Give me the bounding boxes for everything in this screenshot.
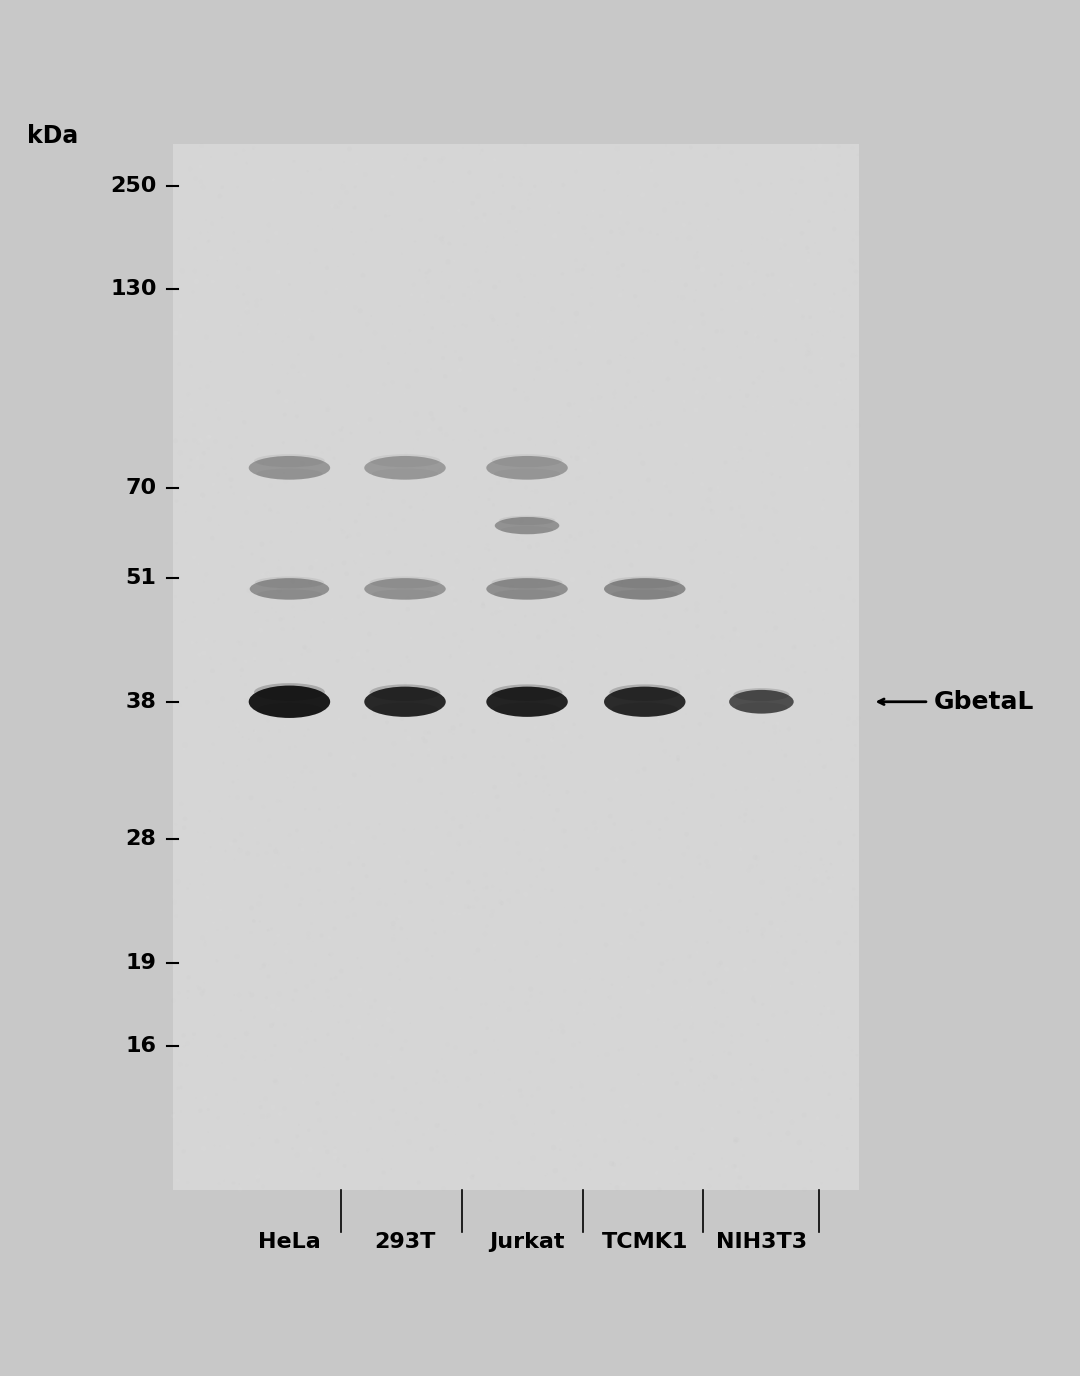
Ellipse shape	[733, 688, 789, 702]
Ellipse shape	[372, 589, 438, 599]
Bar	[173, 144, 859, 1190]
Ellipse shape	[248, 455, 330, 480]
Ellipse shape	[735, 702, 787, 713]
Ellipse shape	[609, 684, 680, 700]
Ellipse shape	[248, 685, 330, 718]
Ellipse shape	[604, 578, 686, 600]
Ellipse shape	[249, 578, 329, 600]
Text: kDa: kDa	[27, 124, 78, 147]
Text: 250: 250	[110, 176, 157, 195]
Ellipse shape	[486, 687, 568, 717]
Ellipse shape	[364, 455, 446, 480]
Ellipse shape	[254, 682, 325, 700]
Ellipse shape	[494, 589, 561, 599]
Text: NIH3T3: NIH3T3	[716, 1232, 807, 1252]
Text: 70: 70	[125, 479, 157, 498]
Ellipse shape	[256, 703, 323, 717]
Ellipse shape	[486, 455, 568, 480]
Ellipse shape	[254, 454, 325, 468]
Ellipse shape	[729, 689, 794, 714]
Ellipse shape	[611, 703, 678, 716]
Text: 19: 19	[125, 954, 157, 973]
Ellipse shape	[501, 526, 553, 534]
Ellipse shape	[491, 684, 563, 700]
Text: 130: 130	[110, 279, 157, 299]
Ellipse shape	[364, 687, 446, 717]
Text: 16: 16	[125, 1036, 157, 1055]
Ellipse shape	[495, 517, 559, 534]
Ellipse shape	[611, 589, 678, 599]
Ellipse shape	[372, 468, 438, 479]
Ellipse shape	[255, 577, 324, 589]
Ellipse shape	[364, 578, 446, 600]
Ellipse shape	[369, 454, 441, 468]
Ellipse shape	[491, 454, 563, 468]
Ellipse shape	[499, 516, 555, 526]
Text: 28: 28	[125, 830, 157, 849]
Ellipse shape	[369, 684, 441, 700]
Ellipse shape	[372, 703, 438, 716]
Text: TCMK1: TCMK1	[602, 1232, 688, 1252]
Ellipse shape	[369, 577, 441, 589]
Text: 51: 51	[125, 568, 157, 588]
Ellipse shape	[256, 468, 323, 479]
Text: 293T: 293T	[375, 1232, 435, 1252]
Ellipse shape	[257, 589, 322, 599]
Ellipse shape	[491, 577, 563, 589]
Ellipse shape	[494, 703, 561, 716]
Ellipse shape	[604, 687, 686, 717]
Text: 38: 38	[125, 692, 157, 711]
Ellipse shape	[486, 578, 568, 600]
Text: Jurkat: Jurkat	[489, 1232, 565, 1252]
Text: HeLa: HeLa	[258, 1232, 321, 1252]
Ellipse shape	[609, 577, 680, 589]
Ellipse shape	[494, 468, 561, 479]
Text: GbetaL: GbetaL	[934, 689, 1035, 714]
